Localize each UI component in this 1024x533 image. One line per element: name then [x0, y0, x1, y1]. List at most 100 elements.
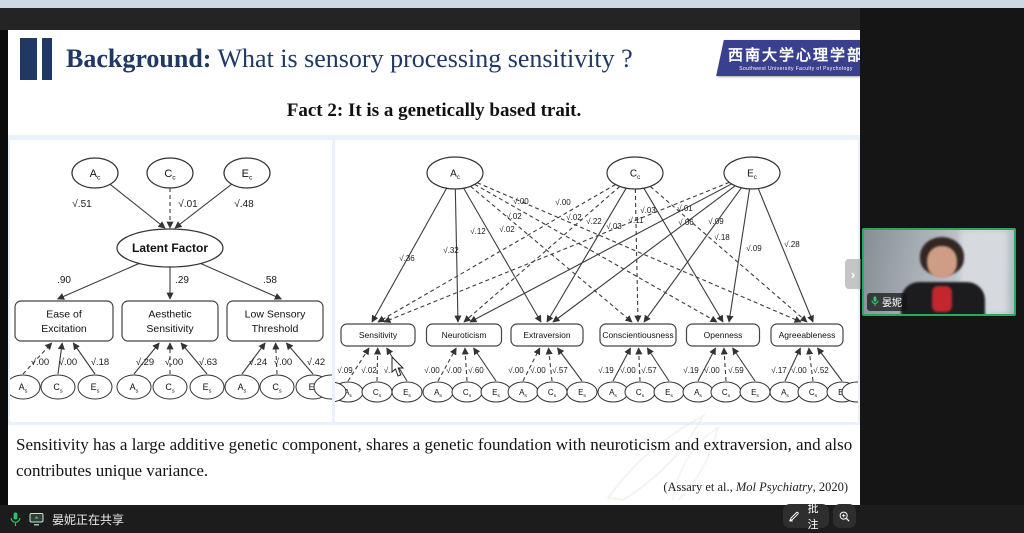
slide-citation: (Assary et al., Mol Psychiatry, 2020)	[663, 480, 848, 495]
participant-name-badge: 晏妮	[867, 293, 907, 311]
svg-text:Cs: Cs	[373, 388, 382, 399]
svg-text:√.51: √.51	[72, 198, 92, 210]
svg-text:As: As	[238, 382, 247, 394]
zoom-in-button[interactable]	[833, 504, 856, 528]
svg-text:Es: Es	[665, 388, 673, 399]
svg-text:√.36: √.36	[399, 254, 415, 263]
svg-text:√.01: √.01	[178, 198, 198, 210]
svg-text:As: As	[694, 388, 702, 399]
citation-journal: Mol Psychiatry	[735, 480, 813, 494]
svg-text:Cs: Cs	[548, 388, 557, 399]
meeting-header-band	[0, 8, 860, 30]
svg-text:√.57: √.57	[552, 366, 568, 375]
collapse-video-panel-button[interactable]: ›	[845, 259, 861, 289]
svg-text:Ac: Ac	[450, 169, 460, 182]
svg-text:Cs: Cs	[809, 388, 818, 399]
svg-text:As: As	[19, 382, 28, 394]
svg-text:√.00: √.00	[31, 357, 49, 368]
svg-text:√.32: √.32	[443, 246, 459, 255]
svg-text:√.02: √.02	[506, 212, 522, 221]
slide-title: Background: What is sensory processing s…	[66, 38, 633, 80]
svg-text:√.17: √.17	[771, 366, 787, 375]
slide-watermark	[606, 413, 720, 502]
participant-face	[927, 246, 957, 278]
svg-text:Cs: Cs	[722, 388, 731, 399]
window-top-strip	[0, 0, 1024, 8]
svg-text:.58: .58	[263, 275, 277, 286]
svg-text:Es: Es	[751, 388, 759, 399]
svg-text:√.52: √.52	[813, 366, 829, 375]
annotate-label: 批注	[807, 503, 819, 531]
screen-share-status-icon	[29, 513, 44, 526]
university-logo-english: Southwest University Faculty of Psycholo…	[739, 66, 853, 72]
title-decoration-bar	[42, 38, 52, 80]
svg-text:√.63: √.63	[199, 357, 217, 368]
svg-text:√.: √.	[384, 366, 391, 375]
svg-text:Es: Es	[492, 388, 500, 399]
sharing-status-text: 晏妮正在共享	[52, 512, 125, 527]
svg-text:Cs: Cs	[636, 388, 645, 399]
microphone-status-icon	[10, 512, 21, 526]
svg-text:As: As	[519, 388, 527, 399]
svg-text:As: As	[344, 388, 352, 399]
svg-text:Cs: Cs	[165, 382, 175, 394]
svg-text:As: As	[609, 388, 617, 399]
svg-text:√.00: √.00	[620, 366, 636, 375]
svg-text:Threshold: Threshold	[252, 323, 299, 335]
annotate-button[interactable]: 批注	[783, 503, 829, 531]
svg-text:√.00: √.00	[530, 366, 546, 375]
svg-text:Ec: Ec	[747, 169, 757, 182]
svg-text:√.19: √.19	[683, 366, 699, 375]
shared-slide: Background: What is sensory processing s…	[8, 30, 860, 505]
svg-text:√.48: √.48	[234, 198, 254, 210]
svg-text:Latent Factor: Latent Factor	[132, 241, 208, 255]
svg-text:Agreeableness: Agreeableness	[779, 330, 836, 340]
svg-text:√.22: √.22	[586, 217, 602, 226]
citation-prefix: (Assary et al.,	[663, 480, 736, 494]
svg-text:√.00: √.00	[165, 357, 183, 368]
svg-text:√.42: √.42	[307, 357, 325, 368]
svg-text:Aesthetic: Aesthetic	[148, 308, 191, 320]
svg-text:Extraversion: Extraversion	[523, 330, 571, 340]
title-decoration-square	[20, 38, 37, 80]
mouse-cursor	[391, 357, 405, 377]
magnifier-plus-icon	[839, 511, 850, 522]
svg-text:√.00: √.00	[508, 366, 524, 375]
svg-text:Cs: Cs	[463, 388, 472, 399]
participant-name: 晏妮	[882, 298, 902, 309]
svg-text:√.18: √.18	[91, 357, 109, 368]
svg-text:√.00: √.00	[446, 366, 462, 375]
svg-text:√.02: √.02	[499, 225, 515, 234]
svg-text:√.60: √.60	[468, 366, 484, 375]
citation-suffix: , 2020)	[812, 480, 848, 494]
svg-text:√.00: √.00	[704, 366, 720, 375]
multivariate-ace-diagram: √.36 √.32 √.12 √.02 √.02 √.00 √.00 √.02 √.22 √.03…	[335, 140, 858, 422]
svg-text:√.57: √.57	[641, 366, 657, 375]
participant-scarf	[932, 286, 952, 312]
svg-text:Es: Es	[578, 388, 586, 399]
svg-text:√.00: √.00	[59, 357, 77, 368]
svg-text:√.59: √.59	[728, 366, 744, 375]
microphone-icon	[871, 296, 879, 306]
svg-text:Es: Es	[403, 388, 411, 399]
svg-text:Ease of: Ease of	[46, 308, 82, 320]
svg-text:Ec: Ec	[242, 168, 253, 182]
pencil-icon	[789, 511, 799, 522]
svg-text:√.09: √.09	[337, 366, 353, 375]
svg-text:√.09: √.09	[746, 244, 762, 253]
slide-title-rest: What is sensory processing sensitivity ?	[211, 44, 633, 73]
svg-text:√.12: √.12	[470, 227, 486, 236]
svg-text:Cc: Cc	[630, 169, 640, 182]
svg-text:.29: .29	[175, 275, 189, 286]
svg-text:√.28: √.28	[784, 240, 800, 249]
svg-text:As: As	[434, 388, 442, 399]
participant-video-tile[interactable]: 晏妮	[862, 228, 1016, 316]
chevron-right-icon: ›	[850, 266, 856, 282]
svg-text:Neuroticism: Neuroticism	[442, 330, 487, 340]
svg-text:Sensitivity: Sensitivity	[146, 323, 194, 335]
svg-text:√.00: √.00	[791, 366, 807, 375]
bottom-status-bar: 晏妮正在共享	[0, 505, 1024, 533]
svg-text:Conscientiousness: Conscientiousness	[602, 330, 673, 340]
svg-text:Ac: Ac	[90, 168, 101, 182]
